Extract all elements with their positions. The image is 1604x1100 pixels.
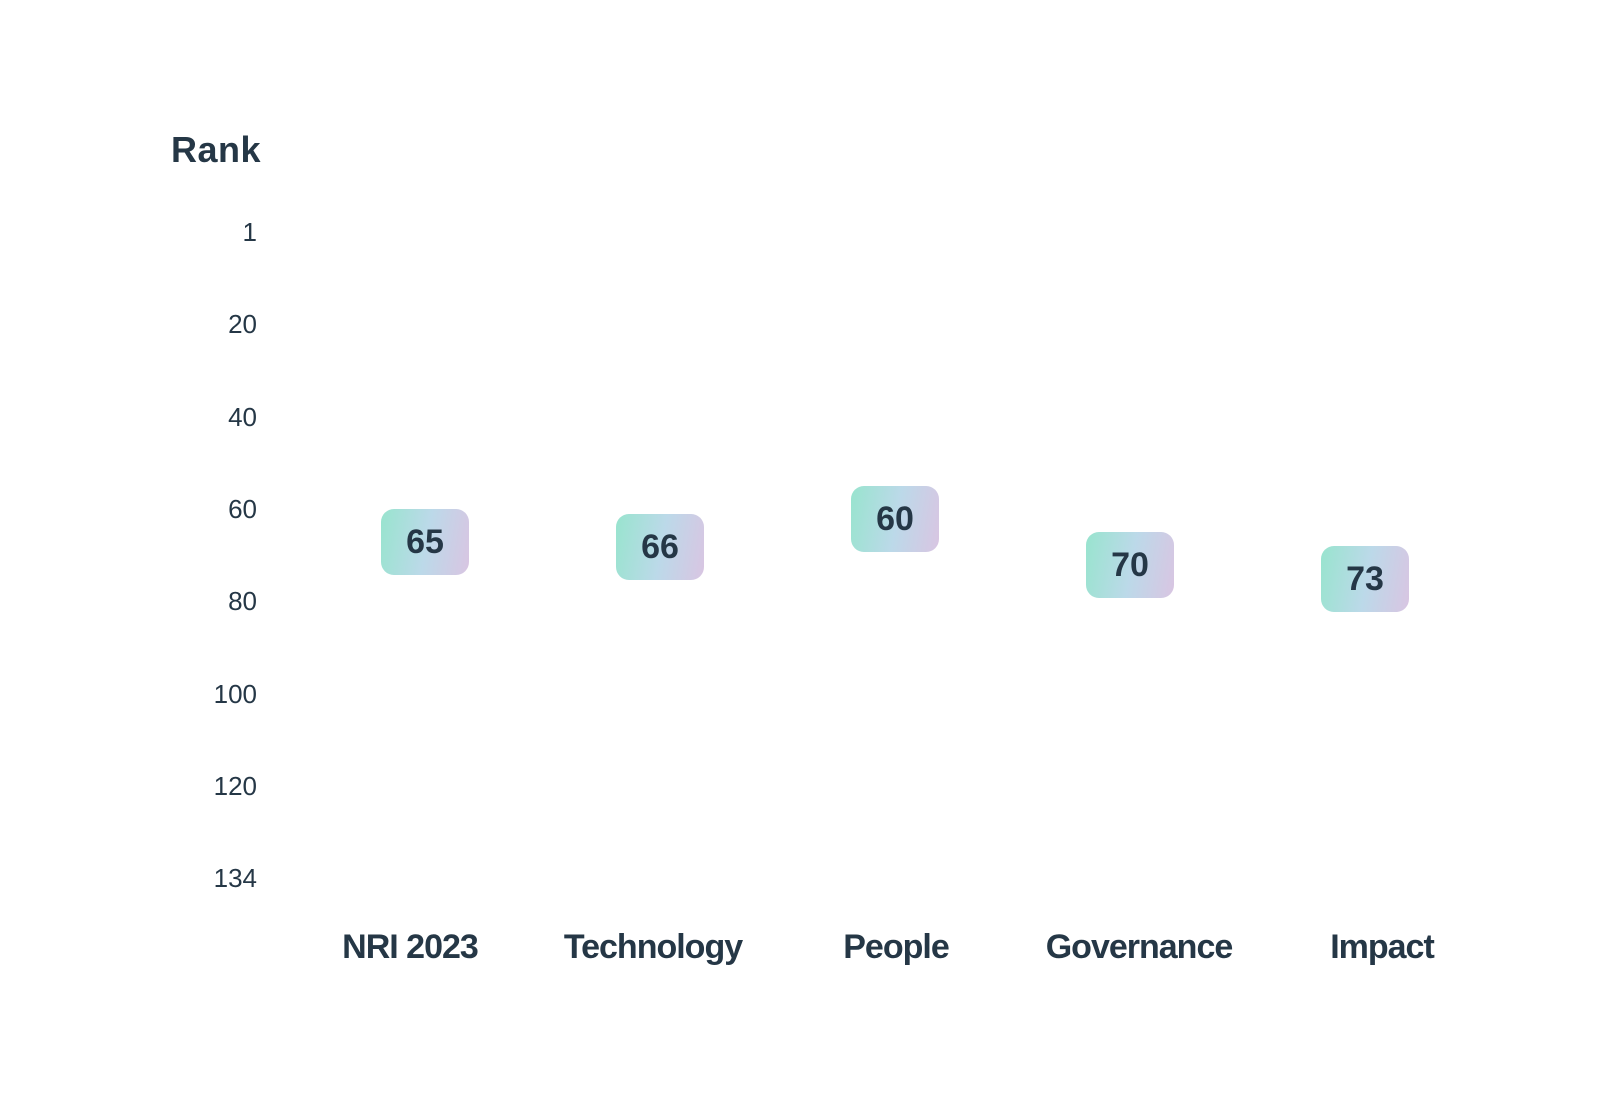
y-tick-label: 40 <box>228 401 257 432</box>
x-category-label: Governance <box>1045 928 1234 966</box>
x-category-label: Technology <box>563 928 743 966</box>
rank-badge: 70 <box>1086 532 1174 599</box>
y-tick-label: 134 <box>213 863 257 894</box>
y-tick-label: 100 <box>213 678 257 709</box>
y-axis-title: Rank <box>171 129 262 170</box>
y-tick-label: 80 <box>228 586 257 617</box>
rank-badge: 73 <box>1321 546 1409 612</box>
y-tick-label: 20 <box>228 309 257 340</box>
x-category-label: NRI 2023 <box>342 928 479 966</box>
y-tick-label: 1 <box>242 217 257 247</box>
rank-badge: 60 <box>851 485 939 552</box>
rank-badge-value: 65 <box>406 523 444 562</box>
rank-badge-value: 66 <box>641 527 679 566</box>
rank-badge: 65 <box>381 509 469 576</box>
x-category-label: Impact <box>1330 928 1435 966</box>
y-tick-label: 120 <box>213 770 257 801</box>
rank-badge-value: 70 <box>1111 546 1149 585</box>
rank-badge-value: 73 <box>1346 560 1384 598</box>
rank-badge-value: 60 <box>876 499 914 538</box>
x-category-label: People <box>843 928 949 966</box>
rank-badge: 66 <box>616 513 704 580</box>
y-tick-label: 60 <box>228 493 257 524</box>
